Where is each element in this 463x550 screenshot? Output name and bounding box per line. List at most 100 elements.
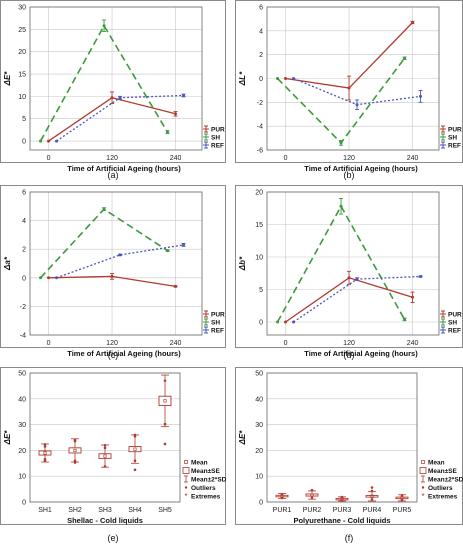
data-point-ref (355, 277, 359, 281)
data-point-ref (419, 94, 423, 98)
box-se (158, 395, 172, 406)
x-tick-label: PUR5 (393, 507, 412, 514)
legend-label-pur: PUR (448, 127, 462, 134)
panel-label: (b) (344, 170, 355, 180)
legend-label: Mean (191, 460, 208, 467)
x-tick-label: 120 (343, 340, 355, 347)
box-se (365, 495, 379, 498)
outlier-point (280, 496, 284, 500)
legend-label-ref: REF (211, 143, 224, 150)
x-axis-title: Polyurethane - Cold liquids (293, 516, 390, 525)
legend-label: Extremes (191, 494, 221, 501)
y-axis-title: Δa* (3, 256, 12, 271)
y-tick-label: 10 (18, 94, 26, 101)
y-tick-label: 50 (18, 371, 26, 378)
legend-label-sh: SH (448, 320, 457, 327)
outlier-point (370, 486, 374, 489)
data-point-ref (55, 139, 59, 143)
y-tick-label: -2 (257, 100, 263, 107)
plot-area (29, 191, 203, 336)
box-mean (73, 448, 77, 452)
box-se (128, 446, 142, 453)
x-tick-label: SH5 (158, 507, 172, 514)
outlier-point (280, 493, 284, 496)
y-tick-label: -2 (20, 304, 26, 311)
data-point-ref (55, 276, 59, 280)
outlier-point (73, 461, 77, 464)
box-se (98, 453, 112, 459)
data-point-pur (347, 86, 351, 90)
plot-area (266, 191, 440, 336)
data-point-sh (102, 207, 106, 211)
legend-se-icon (182, 467, 190, 474)
panel-frame (0, 0, 226, 163)
y-tick-label: 20 (18, 448, 26, 455)
legend-mean-icon (421, 460, 425, 464)
chart-panel-e: 0 10 20 30 40 50 SH1 SH2 SH3 SH4 SH5 Shellac - Cold… (0, 367, 227, 525)
data-point-pur (411, 295, 415, 299)
data-point-pur (347, 276, 351, 280)
y-tick-label: 0 (259, 76, 263, 83)
x-tick-label: SH2 (68, 507, 82, 514)
legend-label: Extremes (428, 494, 458, 501)
y-tick-label: 6 (259, 5, 263, 12)
y-tick-label: 0 (259, 320, 263, 327)
outlier-point (103, 465, 107, 468)
y-tick-label: -4 (257, 124, 263, 131)
data-point-sh (403, 317, 407, 321)
panel-frame (0, 367, 226, 525)
legend-extreme-icon: * (421, 492, 424, 501)
y-tick-label: 50 (255, 371, 263, 378)
x-tick-label: 0 (47, 155, 51, 162)
data-point-sh (339, 141, 343, 145)
box-mean (103, 454, 107, 458)
x-tick-label: PUR3 (333, 507, 352, 514)
panel-label: (e) (108, 533, 119, 543)
outlier-point (73, 459, 77, 463)
data-point-sh (339, 204, 343, 208)
y-tick-label: 0 (22, 500, 26, 507)
panel-label: (d) (344, 350, 355, 360)
outlier-point (163, 422, 167, 426)
legend-label-sh: SH (211, 320, 220, 327)
box-mean (310, 493, 314, 497)
box-mean (43, 451, 47, 455)
data-point-sh (166, 130, 170, 134)
data-point-ref (292, 77, 296, 80)
chart-panel-f: 0 10 20 30 40 50 PUR1 PUR2 PUR3 PUR4 PUR5Polyureth… (235, 367, 463, 525)
x-tick-label: 0 (47, 340, 51, 347)
x-tick-label: 120 (106, 340, 118, 347)
y-tick-label: 40 (255, 396, 263, 403)
legend-label-ref: REF (211, 328, 224, 335)
legend-label: Outliers (428, 485, 453, 492)
y-tick-label: 15 (18, 72, 26, 79)
box-mean (370, 494, 374, 498)
y-axis-title: ΔL* (238, 71, 247, 86)
legend-label-sh: SH (448, 135, 457, 142)
data-point-pur (110, 96, 114, 100)
x-tick-label: PUR2 (303, 507, 322, 514)
outlier-point (73, 438, 77, 442)
data-point-pur (47, 276, 51, 280)
outlier-point (400, 493, 404, 497)
y-tick-label: 2 (259, 52, 263, 59)
series-line-sh (39, 24, 169, 142)
panel-label: (f) (345, 533, 354, 543)
data-point-pur (110, 274, 114, 278)
outlier-point (43, 443, 47, 446)
legend-label: Mean±SE (191, 468, 221, 475)
outlier-point (133, 468, 137, 472)
legend-label-ref: REF (448, 328, 461, 335)
outlier-point (133, 459, 137, 463)
y-tick-label: 15 (255, 222, 263, 229)
data-point-ref (292, 320, 296, 324)
panel-label: (a) (108, 170, 119, 180)
data-point-pur (174, 284, 178, 288)
y-tick-label: 20 (255, 448, 263, 455)
y-tick-label: 5 (22, 116, 26, 123)
outlier-point (370, 489, 374, 493)
x-axis-title: Time of Artificial Ageing (hours) (304, 349, 418, 358)
y-tick-label: 25 (18, 27, 26, 34)
box-se (305, 493, 319, 497)
data-point-sh (39, 276, 43, 280)
